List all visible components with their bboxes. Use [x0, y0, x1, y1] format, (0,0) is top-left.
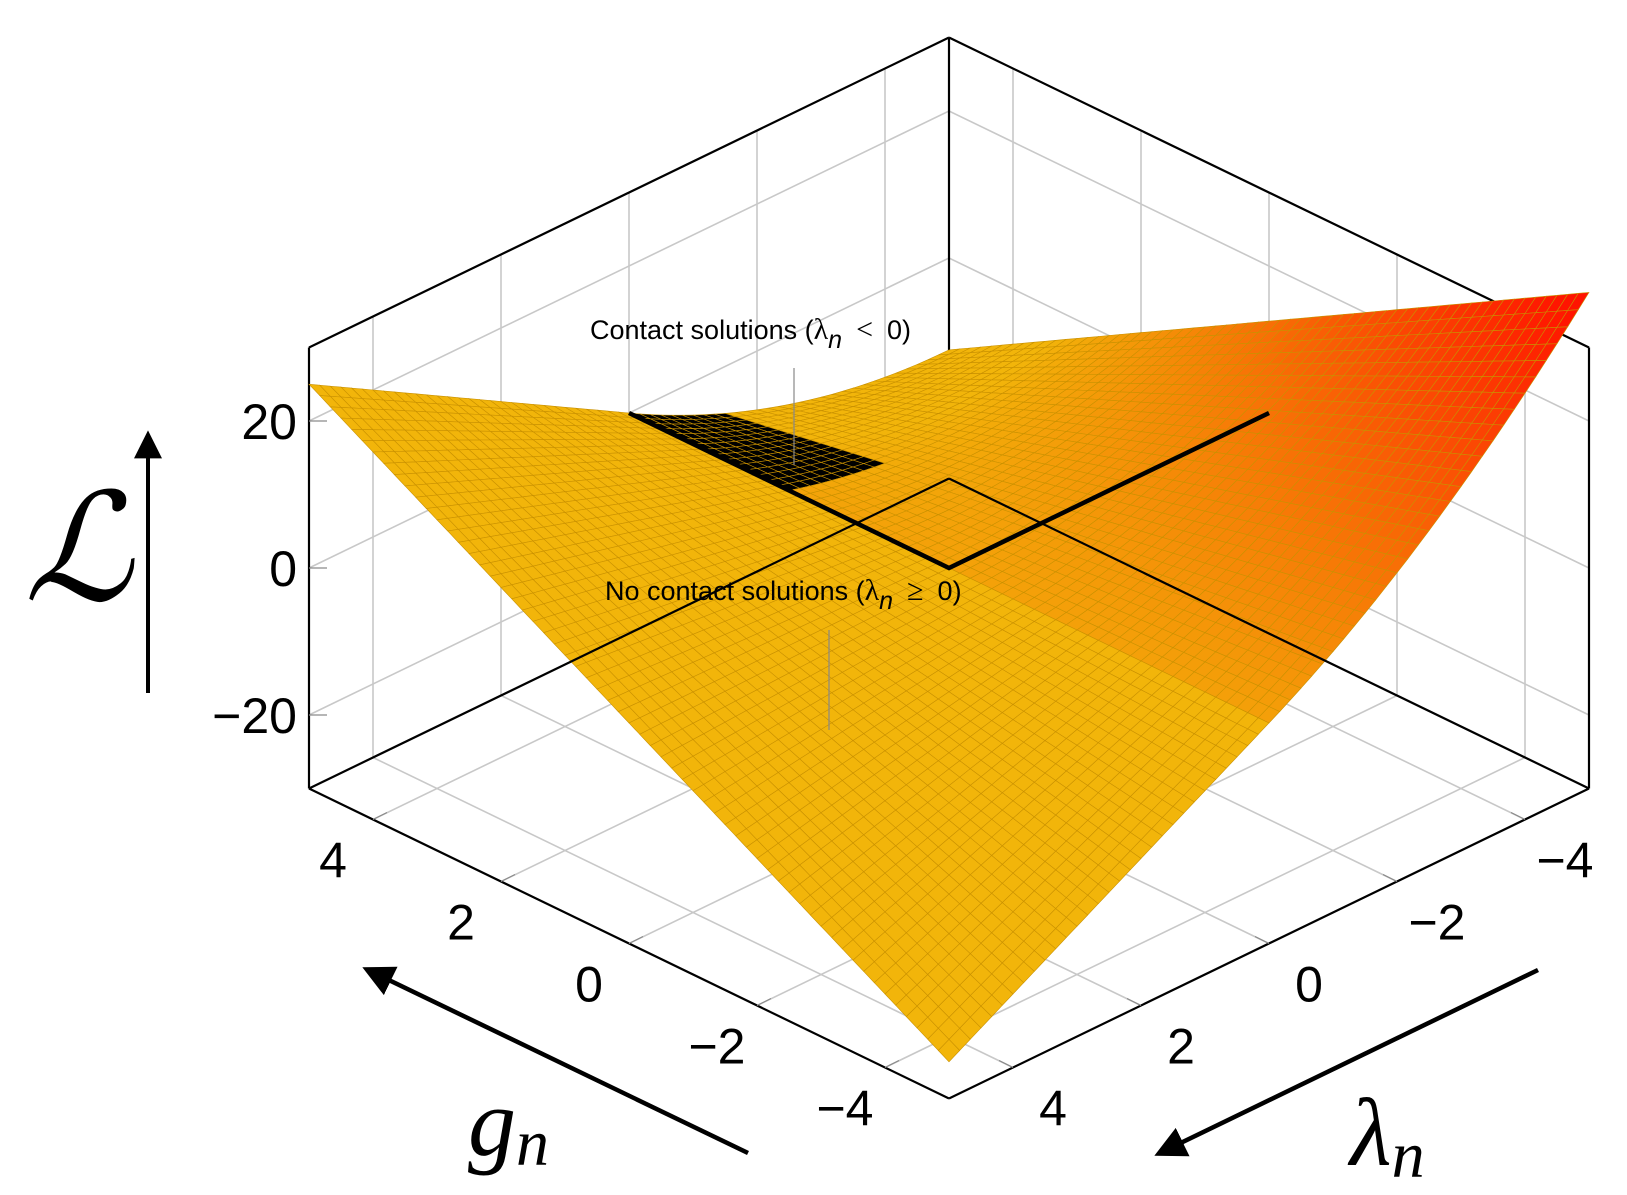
- contact-boundary-line: [628, 410, 1270, 571]
- surface-patch: [937, 1038, 961, 1063]
- z-axis-title: ℒ: [24, 467, 135, 633]
- lambda-tick-label: −2: [1408, 895, 1465, 951]
- gn-tick-label: 4: [319, 833, 347, 889]
- gn-tick: [372, 811, 388, 821]
- box-edge: [308, 477, 950, 790]
- lambda-tick-label: 4: [1039, 1081, 1067, 1137]
- lambda-tick: [1126, 997, 1142, 1007]
- box-edge: [948, 477, 1590, 790]
- gn-tick: [756, 997, 772, 1007]
- y-axis-title: λn: [1347, 1079, 1425, 1192]
- x-axis-title: gn: [468, 1069, 549, 1180]
- gn-tick: [628, 935, 644, 945]
- gn-tick: [500, 873, 516, 883]
- boundary-line: [628, 410, 1270, 571]
- gn-tick-label: 0: [575, 957, 603, 1013]
- gn-axis-ticks: 4 2 0 −2 −4: [319, 811, 900, 1137]
- gn-tick: [884, 1059, 900, 1069]
- box-edge: [948, 36, 1590, 349]
- lambda-tick-label: −4: [1536, 833, 1593, 889]
- contact-annotation: Contact solutions (λn <0): [590, 313, 911, 354]
- front-box-edges: [308, 477, 1590, 1100]
- surface-mesh: [308, 292, 1590, 1063]
- gn-tick-label: −4: [816, 1081, 873, 1137]
- lambda-tick-label: 2: [1167, 1019, 1195, 1075]
- L-tick-label: 0: [269, 541, 297, 597]
- lambda-tick: [1254, 935, 1270, 945]
- y-axis-arrow: [1154, 967, 1539, 1157]
- box-edge: [308, 36, 950, 349]
- lambda-tick: [998, 1059, 1014, 1069]
- lambda-tick: [1382, 873, 1398, 883]
- gn-tick-label: 2: [447, 895, 475, 951]
- L-tick-label: −20: [212, 688, 297, 744]
- no-contact-annotation: No contact solutions (λn ≥0): [605, 574, 962, 615]
- lambda-tick: [1510, 811, 1526, 821]
- L-tick-label: 20: [241, 394, 297, 450]
- L-axis-ticks: 20 0 −20: [212, 394, 327, 744]
- gn-tick-label: −2: [688, 1019, 745, 1075]
- lambda-tick-label: 0: [1295, 957, 1323, 1013]
- annotation-stems: [793, 368, 830, 730]
- lambda-axis-ticks: −4 −2 0 2 4: [998, 811, 1594, 1137]
- x-axis-arrow: [362, 966, 749, 1156]
